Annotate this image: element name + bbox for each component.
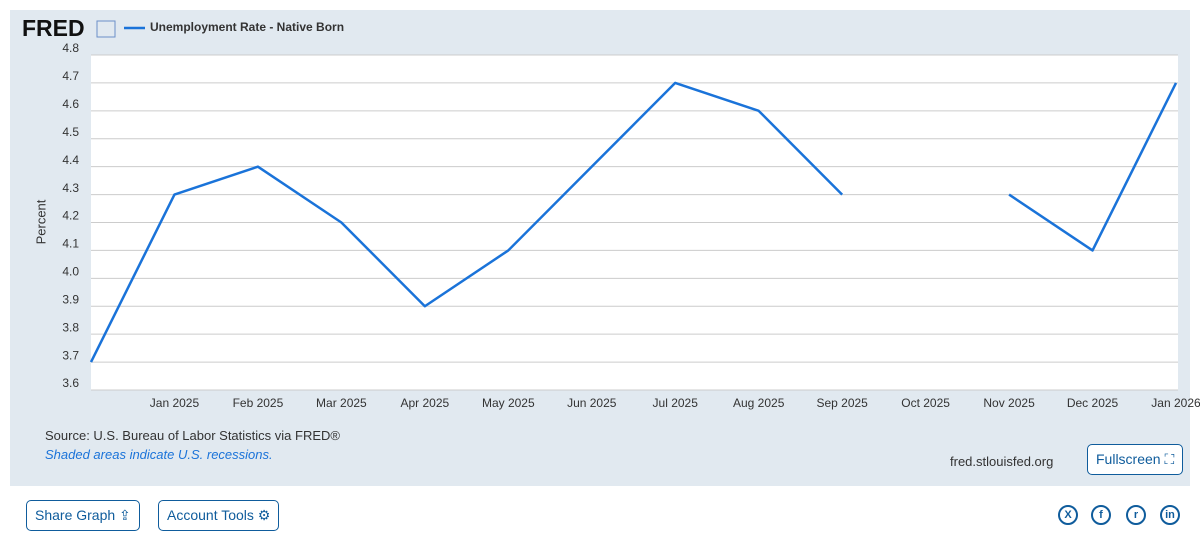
x-share[interactable]: X — [1058, 505, 1078, 525]
share-button[interactable]: Share Graph ⇪ — [26, 500, 140, 531]
y-tick-label: 4.4 — [62, 153, 79, 167]
recession-note[interactable]: Shaded areas indicate U.S. recessions. — [45, 447, 273, 462]
series-line — [89, 81, 1178, 363]
linkedin-share[interactable]: in — [1160, 505, 1180, 525]
y-tick-label: 4.3 — [62, 181, 79, 195]
x-tick-label: Sep 2025 — [816, 396, 868, 410]
logo-icon — [96, 20, 116, 38]
site-url[interactable]: fred.stlouisfed.org — [950, 454, 1054, 469]
x-tick-label: Jan 2026 — [1151, 396, 1200, 410]
facebook-share[interactable]: f — [1091, 505, 1111, 525]
button-label: Share Graph — [35, 507, 116, 523]
y-tick-label: 4.2 — [62, 209, 79, 223]
x-tick-label: Jul 2025 — [653, 396, 699, 410]
y-tick-label: 3.8 — [62, 320, 79, 334]
y-tick-label: 3.6 — [62, 376, 79, 390]
button-label: Account Tools — [167, 507, 254, 523]
chart: FRED Percent 3.6 3.7 3.8 3.9 4.0 4.1 4.2 4.3 4.4… — [22, 15, 1200, 410]
y-tick-label: 4.0 — [62, 265, 79, 279]
x-tick-label: Apr 2025 — [400, 396, 449, 410]
fullscreen-button[interactable]: Fullscreen ⛶ — [1087, 444, 1184, 475]
reddit-share[interactable]: r — [1126, 505, 1146, 525]
source: Source: U.S. Bureau of Labor Statistics … — [45, 428, 340, 443]
x-tick-label: Oct 2025 — [901, 396, 950, 410]
y-tick-label: 4.8 — [62, 41, 79, 55]
account-button[interactable]: Account Tools ⚙ — [158, 500, 280, 531]
legend-label: Unemployment Rate - Native Born — [150, 20, 344, 34]
button-label: Fullscreen — [1096, 451, 1161, 467]
x-tick-label: May 2025 — [482, 396, 535, 410]
y-tick-label: 4.7 — [62, 69, 79, 83]
x-tick-label: Nov 2025 — [983, 396, 1035, 410]
y-tick-label: 4.5 — [62, 125, 79, 139]
x-tick-label: Jan 2025 — [150, 396, 200, 410]
y-tick-label: 3.7 — [62, 348, 79, 362]
x-tick-label: Jun 2025 — [567, 396, 617, 410]
y-tick-label: 3.9 — [62, 292, 79, 306]
x-tick-label: Aug 2025 — [733, 396, 785, 410]
y-tick-label: 4.6 — [62, 97, 79, 111]
y-axis-label: Percent — [33, 199, 48, 244]
logo: FRED — [22, 15, 85, 41]
x-tick-label: Dec 2025 — [1067, 396, 1119, 410]
x-tick-label: Feb 2025 — [233, 396, 284, 410]
y-tick-label: 4.1 — [62, 237, 79, 251]
x-tick-label: Mar 2025 — [316, 396, 367, 410]
